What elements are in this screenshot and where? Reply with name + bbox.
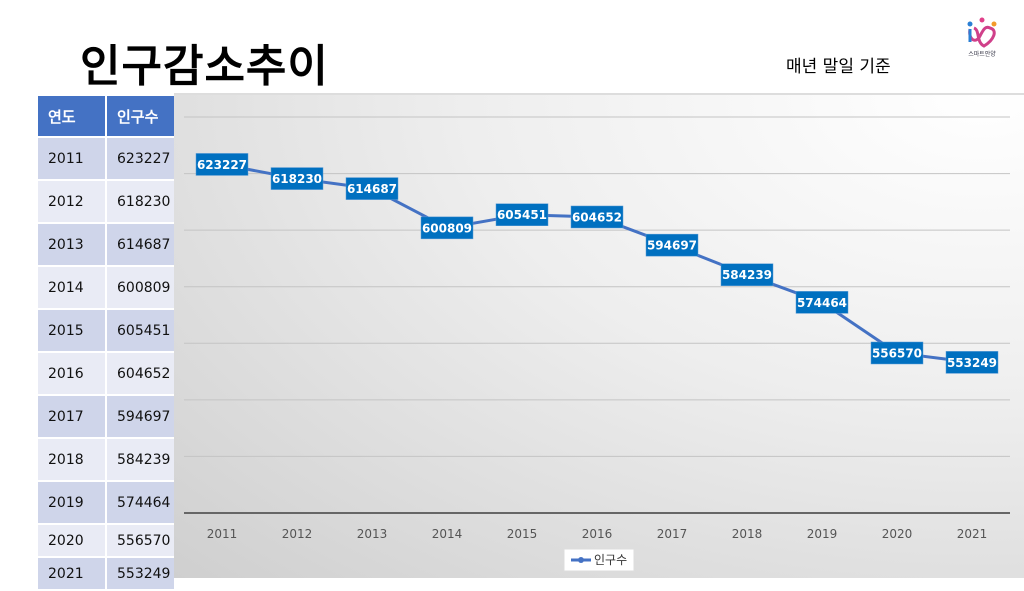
- population-cell: 614687: [107, 224, 174, 265]
- subtitle: 매년 말일 기준: [786, 57, 891, 77]
- year-cell: 2011: [38, 138, 105, 179]
- population-cell: 556570: [107, 525, 174, 556]
- population-cell: 618230: [107, 181, 174, 222]
- data-label-box: [495, 203, 549, 226]
- population-cell: 594697: [107, 396, 174, 437]
- year-cell: 2016: [38, 353, 105, 394]
- x-tick-label: 2020: [882, 527, 913, 541]
- page-title: 인구감소추이: [80, 41, 329, 92]
- series-line: [221, 162, 973, 364]
- data-label-box: [345, 177, 399, 200]
- population-cell: 553249: [107, 558, 174, 589]
- table-row: 2020 556570: [38, 525, 174, 556]
- legend-label: 인구수: [594, 553, 627, 567]
- x-tick-label: 2019: [807, 527, 838, 541]
- table-row: 2016 604652: [38, 353, 174, 394]
- population-table: 연도 인구수 2011 623227 2012 618230 2013 614687 201…: [36, 94, 176, 591]
- data-label: 584239: [722, 268, 772, 282]
- year-cell: 2015: [38, 310, 105, 351]
- data-label: 553249: [947, 356, 997, 370]
- data-label: 574464: [797, 296, 847, 310]
- data-label: 605451: [497, 208, 547, 222]
- table-row: 2011 623227: [38, 138, 174, 179]
- table-row: 2012 618230: [38, 181, 174, 222]
- x-tick-label: 2016: [582, 527, 613, 541]
- x-tick-label: 2011: [207, 527, 238, 541]
- year-cell: 2013: [38, 224, 105, 265]
- population-cell: 604652: [107, 353, 174, 394]
- data-label-box: [720, 263, 774, 286]
- header-population: 인구수: [107, 96, 174, 136]
- data-label: 600809: [422, 221, 472, 235]
- x-tick-label: 2013: [357, 527, 388, 541]
- table-row: 2015 605451: [38, 310, 174, 351]
- year-cell: 2019: [38, 482, 105, 523]
- table-row: 2014 600809: [38, 267, 174, 308]
- x-tick-label: 2017: [657, 527, 688, 541]
- data-label: 594697: [647, 239, 697, 253]
- logo: 스마트안양: [962, 16, 1002, 64]
- year-cell: 2014: [38, 267, 105, 308]
- data-label: 614687: [347, 182, 397, 196]
- x-tick-label: 2021: [957, 527, 988, 541]
- logo-icon: [967, 17, 997, 48]
- year-cell: 2017: [38, 396, 105, 437]
- table-row: 2019 574464: [38, 482, 174, 523]
- data-label-box: [870, 341, 924, 365]
- logo-text: 스마트안양: [968, 51, 996, 58]
- population-cell: 574464: [107, 482, 174, 523]
- table-row: 2021 553249: [38, 558, 174, 589]
- legend-box: [563, 548, 635, 572]
- year-cell: 2020: [38, 525, 105, 556]
- x-tick-label: 2014: [432, 527, 463, 541]
- data-label: 618230: [272, 172, 322, 186]
- population-cell: 584239: [107, 439, 174, 480]
- x-tick-label: 2015: [507, 527, 538, 541]
- data-label-box: [645, 233, 699, 257]
- data-label-box: [795, 291, 849, 314]
- data-label-box: [420, 216, 474, 240]
- table-row: 2013 614687: [38, 224, 174, 265]
- data-label-box: [270, 167, 324, 190]
- line-chart: 2011 2012 2013 2014 2015 2016 2017 2018 2019 2020…: [174, 93, 1024, 578]
- legend-marker-icon: [578, 557, 584, 563]
- data-label: 604652: [572, 210, 622, 224]
- data-label: 556570: [872, 346, 922, 360]
- header-year: 연도: [38, 96, 105, 136]
- population-cell: 600809: [107, 267, 174, 308]
- x-tick-label: 2012: [282, 527, 313, 541]
- data-label: 623227: [197, 158, 247, 172]
- year-cell: 2021: [38, 558, 105, 589]
- data-label-box: [570, 205, 624, 229]
- year-cell: 2012: [38, 181, 105, 222]
- population-cell: 605451: [107, 310, 174, 351]
- data-label-box: [945, 351, 999, 374]
- year-cell: 2018: [38, 439, 105, 480]
- x-tick-label: 2018: [732, 527, 763, 541]
- population-cell: 623227: [107, 138, 174, 179]
- data-label-box: [195, 153, 249, 176]
- table-row: 2018 584239: [38, 439, 174, 480]
- table-row: 2017 594697: [38, 396, 174, 437]
